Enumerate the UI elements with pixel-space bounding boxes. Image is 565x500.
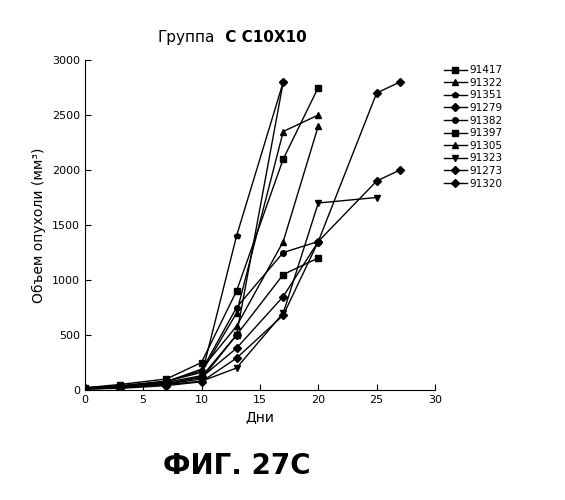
91305: [280, 238, 286, 244]
91320: [198, 374, 205, 380]
91323: [81, 386, 88, 392]
91417: [233, 288, 240, 294]
91351: [81, 386, 88, 392]
91323: [163, 382, 170, 388]
91382: [315, 238, 321, 244]
91417: [81, 385, 88, 391]
Line: 91417: 91417: [82, 84, 321, 390]
91382: [116, 384, 123, 390]
91273: [81, 386, 88, 392]
91320: [397, 167, 403, 173]
91279: [198, 374, 205, 380]
X-axis label: Дни: Дни: [245, 410, 275, 424]
91320: [81, 386, 88, 392]
91351: [163, 380, 170, 386]
91322: [163, 378, 170, 384]
91320: [233, 345, 240, 351]
Line: 91351: 91351: [82, 79, 286, 391]
91320: [116, 384, 123, 390]
91273: [397, 79, 403, 85]
Line: 91320: 91320: [82, 167, 403, 391]
91320: [163, 380, 170, 386]
91417: [116, 382, 123, 388]
91320: [280, 294, 286, 300]
91279: [280, 79, 286, 85]
91322: [81, 385, 88, 391]
Line: 91273: 91273: [82, 79, 403, 392]
91382: [280, 250, 286, 256]
91320: [373, 178, 380, 184]
91351: [233, 233, 240, 239]
91322: [280, 128, 286, 134]
91323: [373, 194, 380, 200]
Text: ФИГ. 27C: ФИГ. 27C: [163, 452, 311, 480]
Line: 91382: 91382: [82, 238, 321, 391]
91382: [198, 368, 205, 374]
91323: [315, 200, 321, 206]
91351: [116, 384, 123, 390]
91382: [163, 378, 170, 384]
91279: [116, 385, 123, 391]
91322: [233, 310, 240, 316]
Line: 91323: 91323: [82, 194, 380, 392]
91305: [163, 379, 170, 385]
Line: 91279: 91279: [82, 79, 286, 392]
91305: [198, 366, 205, 372]
91323: [198, 378, 205, 384]
91305: [116, 384, 123, 390]
91382: [81, 386, 88, 392]
Line: 91305: 91305: [82, 123, 321, 391]
Legend: 91417, 91322, 91351, 91279, 91382, 91397, 91305, 91323, 91273, 91320: 91417, 91322, 91351, 91279, 91382, 91397…: [444, 65, 503, 188]
91305: [81, 386, 88, 392]
91417: [315, 84, 321, 90]
91273: [198, 379, 205, 385]
91397: [280, 272, 286, 278]
91273: [116, 386, 123, 392]
91322: [315, 112, 321, 118]
91397: [81, 386, 88, 392]
91397: [198, 376, 205, 382]
91279: [233, 332, 240, 338]
Text: Группа: Группа: [157, 30, 215, 45]
Y-axis label: Объем опухоли (мм³): Объем опухоли (мм³): [32, 148, 46, 302]
91305: [233, 323, 240, 329]
91417: [280, 156, 286, 162]
91322: [116, 382, 123, 388]
91273: [233, 355, 240, 361]
91323: [233, 365, 240, 371]
91320: [315, 238, 321, 244]
91273: [315, 238, 321, 244]
91351: [198, 372, 205, 378]
91323: [280, 310, 286, 316]
91323: [116, 385, 123, 391]
91417: [198, 360, 205, 366]
91397: [233, 332, 240, 338]
91382: [233, 304, 240, 310]
91273: [163, 382, 170, 388]
Text: C C10X10: C C10X10: [220, 30, 307, 45]
91279: [163, 381, 170, 387]
91351: [280, 79, 286, 85]
91322: [198, 370, 205, 376]
91397: [116, 385, 123, 391]
91279: [81, 386, 88, 392]
91273: [373, 90, 380, 96]
91397: [163, 381, 170, 387]
Line: 91397: 91397: [82, 255, 321, 392]
91397: [315, 255, 321, 261]
Line: 91322: 91322: [82, 112, 321, 390]
91273: [280, 312, 286, 318]
91305: [315, 123, 321, 129]
91417: [163, 376, 170, 382]
